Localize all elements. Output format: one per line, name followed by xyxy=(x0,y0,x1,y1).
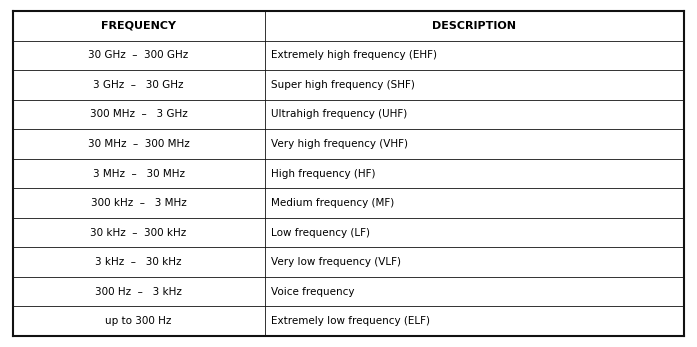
Text: Very low frequency (VLF): Very low frequency (VLF) xyxy=(272,257,401,267)
Text: FREQUENCY: FREQUENCY xyxy=(101,21,176,31)
Text: 30 MHz  –  300 MHz: 30 MHz – 300 MHz xyxy=(88,139,190,149)
Text: 300 kHz  –   3 MHz: 300 kHz – 3 MHz xyxy=(91,198,186,208)
Text: up to 300 Hz: up to 300 Hz xyxy=(105,316,171,326)
Text: Very high frequency (VHF): Very high frequency (VHF) xyxy=(272,139,408,149)
Text: 300 Hz  –   3 kHz: 300 Hz – 3 kHz xyxy=(95,287,182,297)
Text: High frequency (HF): High frequency (HF) xyxy=(272,169,376,178)
Text: 3 MHz  –   30 MHz: 3 MHz – 30 MHz xyxy=(93,169,185,178)
Text: DESCRIPTION: DESCRIPTION xyxy=(432,21,516,31)
Text: 3 GHz  –   30 GHz: 3 GHz – 30 GHz xyxy=(93,80,184,90)
Text: Super high frequency (SHF): Super high frequency (SHF) xyxy=(272,80,415,90)
Text: Ultrahigh frequency (UHF): Ultrahigh frequency (UHF) xyxy=(272,109,408,119)
Text: Extremely low frequency (ELF): Extremely low frequency (ELF) xyxy=(272,316,431,326)
Text: 30 GHz  –  300 GHz: 30 GHz – 300 GHz xyxy=(89,50,189,60)
Text: 30 kHz  –  300 kHz: 30 kHz – 300 kHz xyxy=(91,228,187,238)
Text: Low frequency (LF): Low frequency (LF) xyxy=(272,228,371,238)
Text: Medium frequency (MF): Medium frequency (MF) xyxy=(272,198,395,208)
Text: Voice frequency: Voice frequency xyxy=(272,287,355,297)
Text: Extremely high frequency (EHF): Extremely high frequency (EHF) xyxy=(272,50,438,60)
Text: 300 MHz  –   3 GHz: 300 MHz – 3 GHz xyxy=(90,109,187,119)
Text: 3 kHz  –   30 kHz: 3 kHz – 30 kHz xyxy=(95,257,182,267)
